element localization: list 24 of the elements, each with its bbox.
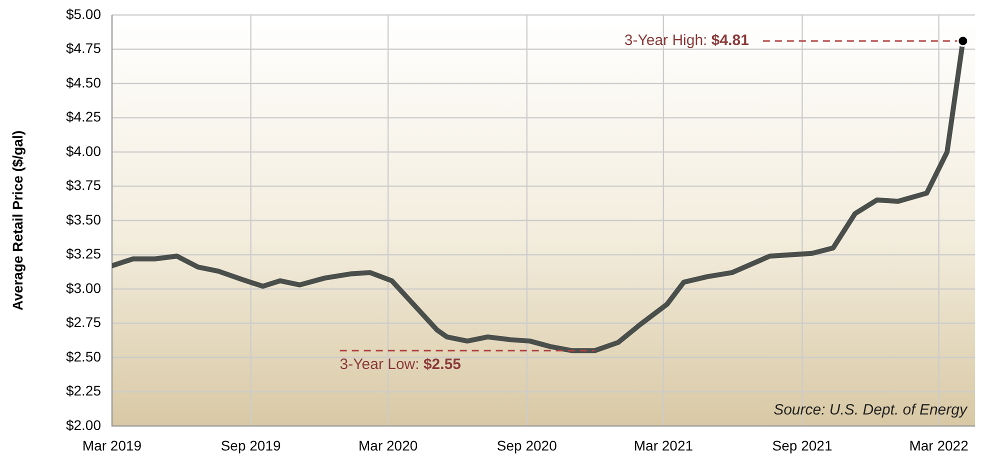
y-tick-label: $4.00	[66, 142, 102, 159]
y-tick-label: $4.50	[66, 74, 102, 90]
x-tick-label: Sep 2019	[220, 437, 281, 454]
x-tick-label: Sep 2020	[496, 437, 558, 454]
y-tick-label: $2.00	[66, 416, 102, 433]
x-tick-label: Mar 2021	[634, 437, 694, 454]
x-tick-label: Sep 2021	[772, 437, 832, 454]
y-tick-label: $4.75	[66, 40, 102, 56]
y-tick-label: $3.25	[66, 246, 102, 262]
annotation: 3-Year Low: $2.55	[340, 356, 462, 373]
x-tick-label: Mar 2020	[358, 437, 418, 454]
y-tick-label: $2.50	[66, 348, 102, 364]
y-tick-label: $3.00	[66, 280, 102, 296]
y-tick-label: $2.25	[66, 382, 102, 399]
y-axis-title: Average Retail Price ($/gal)	[9, 130, 26, 311]
x-tick-label: Mar 2022	[909, 437, 969, 454]
y-tick-label: $3.50	[66, 211, 102, 228]
y-tick-label: $3.75	[66, 177, 102, 194]
annotation: Source: U.S. Dept. of Energy	[774, 402, 968, 419]
y-tick-label: $4.25	[66, 108, 102, 125]
x-tick-label: Mar 2019	[82, 437, 142, 454]
y-tick-label: $2.75	[66, 314, 102, 330]
y-tick-label: $5.00	[66, 6, 102, 22]
annotation: 3-Year High: $4.81	[624, 32, 749, 50]
